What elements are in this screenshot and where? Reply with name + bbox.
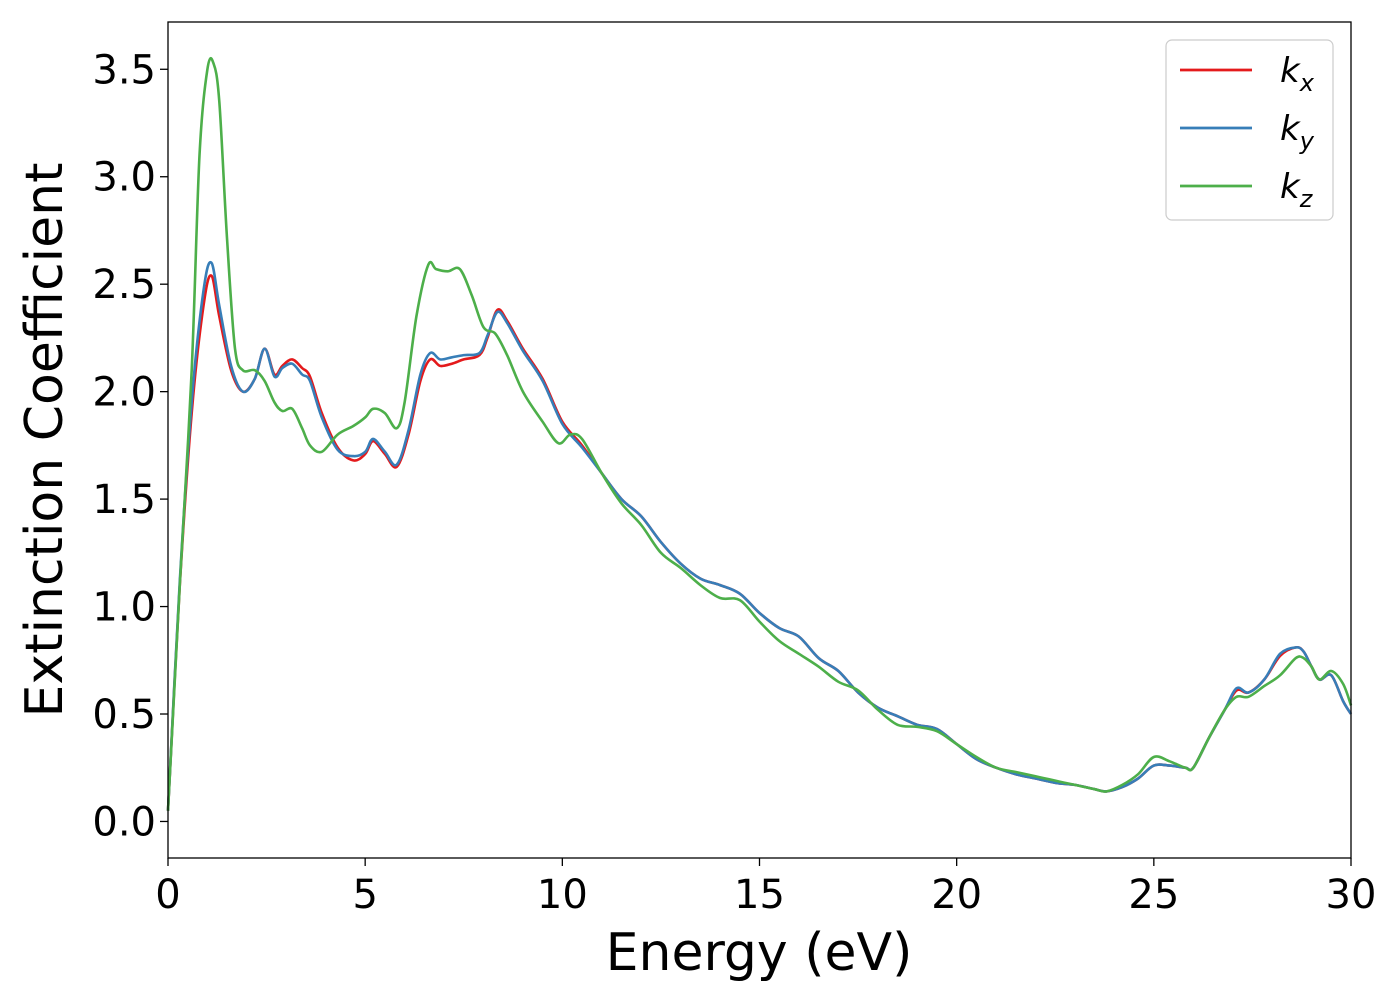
y-tick-label: 0.0 bbox=[92, 799, 156, 845]
y-tick-label: 3.5 bbox=[92, 47, 156, 93]
y-tick-label: 2.5 bbox=[92, 262, 156, 308]
legend-box bbox=[1165, 39, 1334, 221]
series-layer bbox=[166, 56, 1353, 811]
x-tick-label: 10 bbox=[537, 872, 588, 918]
x-tick-label: 20 bbox=[931, 872, 982, 918]
y-tick-label: 0.5 bbox=[92, 692, 156, 738]
x-tick-label: 5 bbox=[352, 872, 377, 918]
x-tick-label: 25 bbox=[1128, 872, 1179, 918]
x-axis: 0 5 10 15 20 25 30 bbox=[155, 858, 1376, 918]
y-tick-label: 3.0 bbox=[92, 155, 156, 201]
x-tick-label: 0 bbox=[155, 872, 180, 918]
y-tick-label: 1.0 bbox=[92, 585, 156, 631]
y-tick-label: 2.0 bbox=[92, 370, 156, 416]
series-line-kz bbox=[166, 56, 1353, 811]
x-tick-label: 15 bbox=[734, 872, 785, 918]
y-tick-label: 1.5 bbox=[92, 477, 156, 523]
y-axis: 0.0 0.5 1.0 1.5 2.0 2.5 3.0 3.5 bbox=[92, 47, 168, 845]
x-tick-label: 30 bbox=[1326, 872, 1377, 918]
x-axis-label: Energy (eV) bbox=[606, 923, 913, 983]
y-axis-label: Extinction Coefficient bbox=[15, 163, 75, 718]
